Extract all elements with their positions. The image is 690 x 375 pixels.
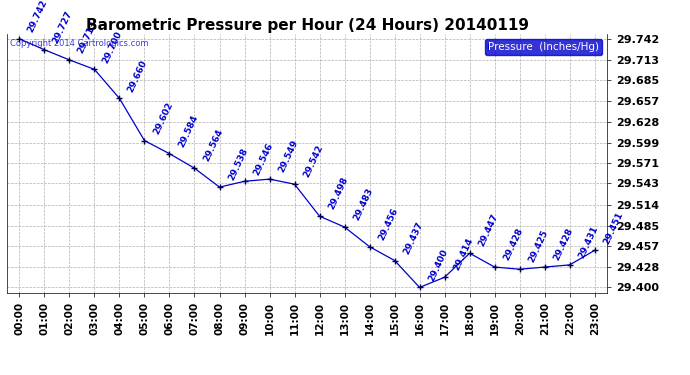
Text: 29.549: 29.549 bbox=[277, 139, 299, 174]
Text: 29.498: 29.498 bbox=[326, 176, 349, 211]
Text: 29.584: 29.584 bbox=[177, 113, 199, 149]
Text: 29.437: 29.437 bbox=[402, 220, 424, 256]
Text: 29.546: 29.546 bbox=[251, 141, 275, 176]
Text: 29.564: 29.564 bbox=[201, 128, 224, 163]
Title: Barometric Pressure per Hour (24 Hours) 20140119: Barometric Pressure per Hour (24 Hours) … bbox=[86, 18, 529, 33]
Text: 29.447: 29.447 bbox=[477, 213, 500, 248]
Text: 29.660: 29.660 bbox=[126, 58, 149, 93]
Text: 29.400: 29.400 bbox=[426, 247, 449, 282]
Text: 29.428: 29.428 bbox=[502, 227, 524, 262]
Text: 29.456: 29.456 bbox=[377, 206, 400, 242]
Text: Copyright 2014 Cartrologics.com: Copyright 2014 Cartrologics.com bbox=[10, 39, 148, 48]
Text: 29.602: 29.602 bbox=[151, 100, 174, 136]
Text: 29.428: 29.428 bbox=[551, 227, 575, 262]
Text: 29.483: 29.483 bbox=[351, 187, 375, 222]
Legend: Pressure  (Inches/Hg): Pressure (Inches/Hg) bbox=[485, 39, 602, 55]
Text: 29.742: 29.742 bbox=[26, 0, 49, 34]
Text: 29.431: 29.431 bbox=[577, 225, 600, 260]
Text: 29.425: 29.425 bbox=[526, 229, 549, 264]
Text: 29.538: 29.538 bbox=[226, 147, 249, 182]
Text: 29.700: 29.700 bbox=[101, 29, 124, 64]
Text: 29.542: 29.542 bbox=[302, 144, 324, 179]
Text: 29.727: 29.727 bbox=[51, 9, 75, 45]
Text: 29.713: 29.713 bbox=[77, 20, 99, 55]
Text: 29.414: 29.414 bbox=[451, 237, 475, 272]
Text: 29.451: 29.451 bbox=[602, 210, 624, 245]
